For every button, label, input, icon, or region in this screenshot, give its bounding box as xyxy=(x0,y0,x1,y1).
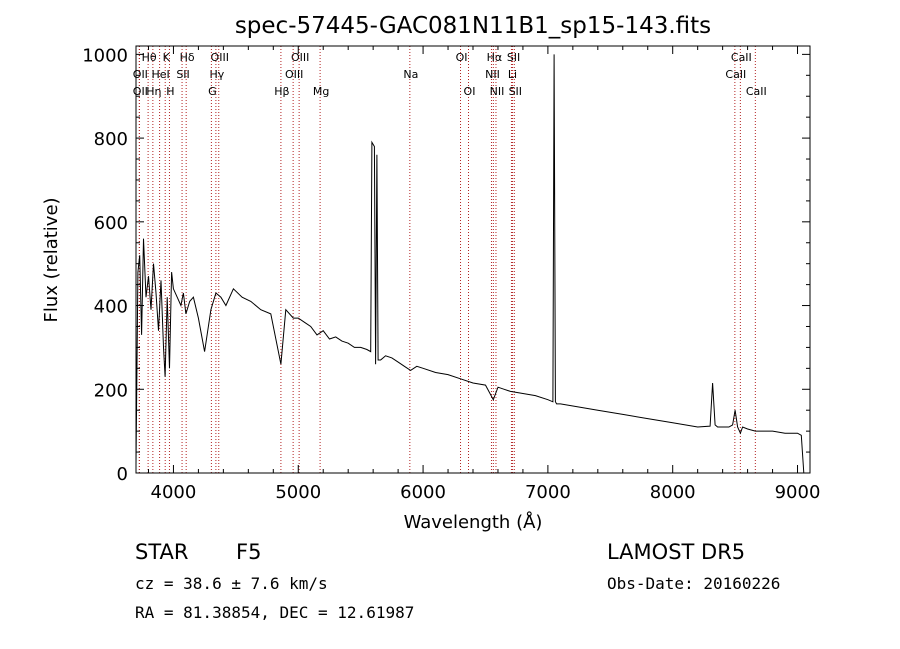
line-marker-label-17: OI xyxy=(456,51,468,64)
line-marker-label-19: Hα xyxy=(487,51,503,64)
redshift-cz: cz = 38.6 ± 7.6 km/s xyxy=(135,574,328,593)
line-marker-label-8: SII xyxy=(176,68,189,81)
observation-date: Obs-Date: 20160226 xyxy=(607,574,781,593)
x-tick-label-0: 4000 xyxy=(151,482,197,503)
line-marker-label-14: Hβ xyxy=(274,85,289,98)
line-marker-label-25: CaII xyxy=(731,51,752,64)
coordinates: RA = 81.38854, DEC = 12.61987 xyxy=(135,603,415,622)
line-marker-label-23: NII xyxy=(490,85,505,98)
line-marker-label-24: SII xyxy=(509,85,522,98)
spectral-line-markers: Hθ OII OII K Hη HeI H Hδ SII OIII Hγ G OIII OIII Hβ Mg N… xyxy=(133,46,767,473)
line-marker-label-6: H xyxy=(166,85,174,98)
object-class: STAR xyxy=(135,540,189,564)
chart-title: spec-57445-GAC081N11B1_sp15-143.fits xyxy=(235,13,711,39)
x-tick-label-5: 9000 xyxy=(775,482,821,503)
line-marker-label-3: K xyxy=(163,51,171,64)
line-marker-label-12: OIII xyxy=(291,51,309,64)
x-tick-label-4: 8000 xyxy=(650,482,696,503)
line-marker-label-5: HeI xyxy=(151,68,169,81)
line-marker-label-16: Na xyxy=(403,68,418,81)
line-marker-label-15: Mg xyxy=(313,85,329,98)
line-marker-label-9: OIII xyxy=(211,51,229,64)
object-subclass: F5 xyxy=(236,540,262,564)
y-tick-label-4: 800 xyxy=(94,129,128,150)
spectrum-line xyxy=(135,54,805,474)
line-marker-label-21: NII xyxy=(485,68,500,81)
x-tick-label-1: 5000 xyxy=(275,482,321,503)
y-tick-label-2: 400 xyxy=(94,297,128,318)
line-marker-label-18: OI xyxy=(464,85,476,98)
y-axis-label: Flux (relative) xyxy=(41,197,62,322)
line-marker-label-0: Hθ xyxy=(142,51,157,64)
line-marker-label-22: Li xyxy=(508,68,517,81)
y-tick-label-3: 600 xyxy=(94,213,128,234)
axis-ticks: 4000 5000 6000 7000 8000 9000 0 200 400 600 800 100… xyxy=(82,45,820,503)
line-marker-label-20: SII xyxy=(507,51,520,64)
line-marker-label-1: OII xyxy=(133,68,148,81)
plot-frame xyxy=(135,45,811,474)
survey-release: LAMOST DR5 xyxy=(607,540,746,564)
line-marker-label-11: G xyxy=(208,85,217,98)
y-tick-label-1: 200 xyxy=(94,380,128,401)
y-tick-label-5: 1000 xyxy=(82,45,128,66)
line-marker-label-27: CaII xyxy=(746,85,767,98)
line-marker-label-4: Hη xyxy=(146,85,161,98)
line-marker-label-10: Hγ xyxy=(209,68,224,81)
line-marker-label-13: OIII xyxy=(285,68,303,81)
x-tick-label-3: 7000 xyxy=(525,482,571,503)
spectrum-chart: spec-57445-GAC081N11B1_sp15-143.fits Hθ O… xyxy=(41,13,820,533)
x-axis-label: Wavelength (Å) xyxy=(404,511,543,533)
y-tick-label-0: 0 xyxy=(117,464,128,485)
line-marker-label-2: OII xyxy=(133,85,148,98)
line-marker-label-7: Hδ xyxy=(180,51,195,64)
line-marker-label-26: CaII xyxy=(725,68,746,81)
x-tick-label-2: 6000 xyxy=(400,482,446,503)
